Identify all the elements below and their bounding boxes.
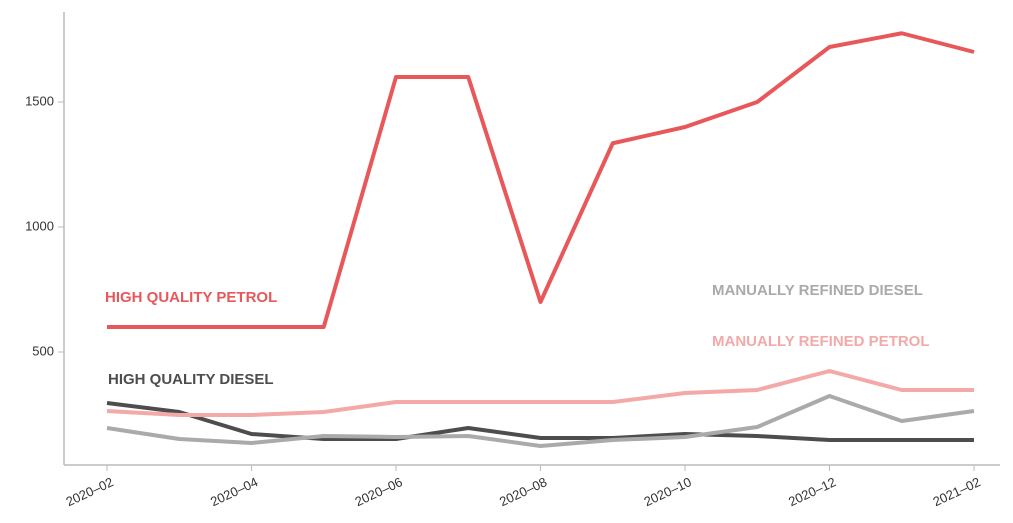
series-line [106,369,974,417]
x-tick-label: 2020–10 [641,474,693,509]
series-label: MANUALLY REFINED PETROL [712,333,930,350]
x-tick-label: 2020–04 [208,474,260,509]
series-line [107,31,975,329]
series-label: HIGH QUALITY PETROL [105,289,277,306]
x-tick-label: 2021–02 [930,474,982,509]
series-line [106,394,975,448]
y-tick-label: 1500 [25,93,54,108]
x-tick-label: 2020–08 [497,474,549,509]
y-tick-label: 1000 [25,218,54,233]
series-line [106,401,974,442]
y-tick-label: 500 [32,343,54,358]
series-label: HIGH QUALITY DIESEL [108,371,274,388]
x-tick-label: 2020–12 [786,474,838,509]
x-tick-label: 2020–06 [352,474,404,509]
series-label: MANUALLY REFINED DIESEL [712,282,923,299]
x-tick-label: 2020–02 [63,474,115,509]
